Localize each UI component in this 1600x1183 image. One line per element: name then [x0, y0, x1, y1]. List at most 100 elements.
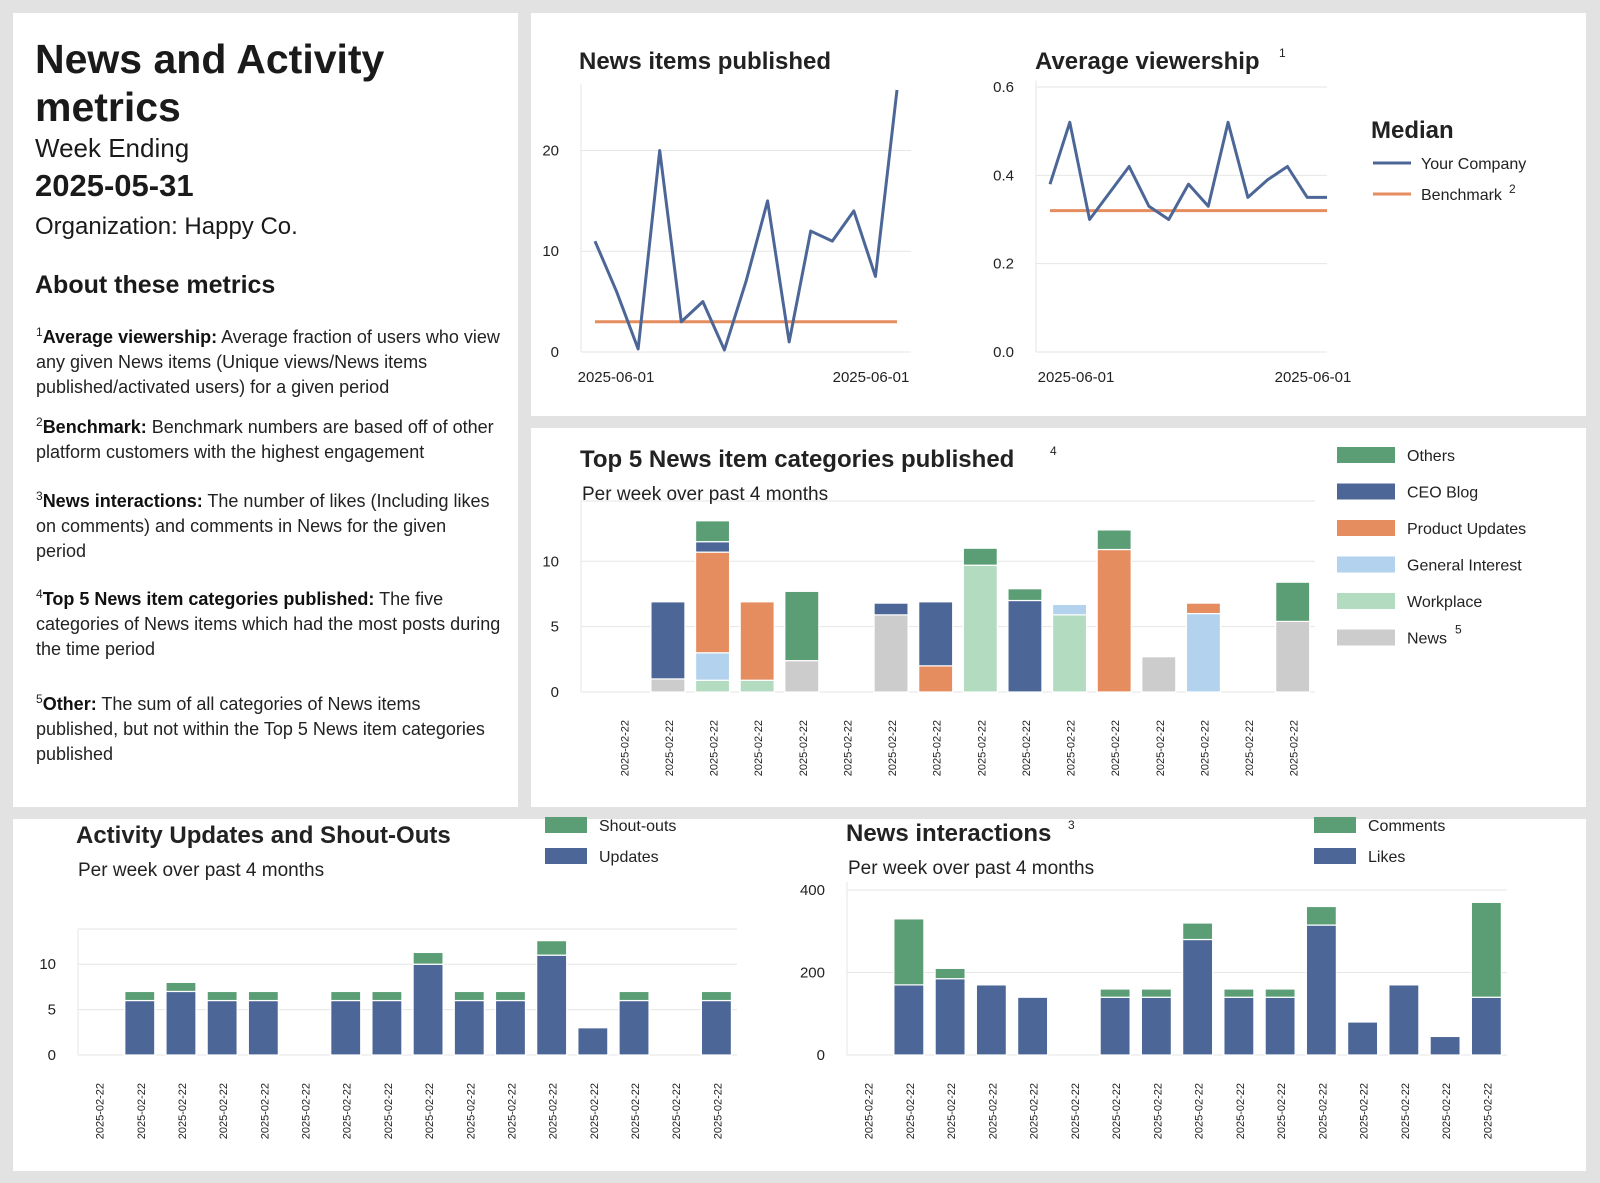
- bar-segment: [536, 954, 568, 1056]
- y-tick-label: 0.6: [993, 79, 1014, 96]
- note-benchmark: 2Benchmark: Benchmark numbers are based …: [36, 410, 501, 465]
- bar-segment: [1096, 529, 1132, 551]
- bar-segment: [1185, 602, 1222, 615]
- x-tick-label: 2025-02-22: [383, 1083, 395, 1139]
- bar-segment: [694, 679, 731, 693]
- note-number: 3: [36, 489, 43, 503]
- week-ending-label: Week Ending: [35, 133, 190, 163]
- bar-segment: [247, 990, 279, 1002]
- x-tick-label: 2025-02-22: [1110, 720, 1122, 776]
- x-tick-label: 2025-02-22: [1070, 1083, 1082, 1139]
- y-tick-label: 10: [542, 553, 559, 570]
- legend-swatch: [545, 817, 587, 833]
- bar-segment: [650, 678, 686, 693]
- chart-title: News items published: [579, 48, 831, 75]
- y-tick-label: 10: [542, 243, 559, 260]
- x-tick-label: 2025-02-22: [864, 1083, 876, 1139]
- x-tick-label: 2025-02-22: [259, 1083, 271, 1139]
- legend-swatch: [1337, 520, 1395, 536]
- x-tick-label: 2025-02-22: [424, 1083, 436, 1139]
- x-tick-label: 2025-06-01: [1275, 369, 1352, 386]
- bar-segment: [700, 999, 733, 1056]
- note-term: News interactions:: [42, 491, 203, 511]
- y-tick-label: 5: [551, 619, 559, 636]
- note-term: Average viewership:: [42, 327, 218, 347]
- bar-segment: [873, 614, 909, 693]
- bar-segment: [934, 978, 966, 1056]
- x-tick-label: 2025-02-22: [987, 1083, 999, 1139]
- note-number: 4: [36, 587, 43, 601]
- bar-segment: [206, 999, 238, 1056]
- x-tick-label: 2025-02-22: [1111, 1083, 1123, 1139]
- bar-segment: [1347, 1021, 1379, 1056]
- legend-label: Workplace: [1407, 594, 1482, 611]
- top5-categories-panel: 0 5 10 2025-02-22 2025-02-22 2025-02-22 2025-0…: [531, 428, 1586, 807]
- organization-label: Organization: Happy Co.: [35, 213, 298, 240]
- y-tick-label: 0: [48, 1047, 56, 1064]
- bar-segment: [694, 520, 731, 543]
- line-charts-svg: 0 10 20 News items published 2025-06-01 2025-…: [542, 46, 1526, 386]
- bar-segment: [694, 652, 731, 681]
- x-tick-label: 2025-02-22: [1155, 720, 1167, 776]
- y-tick-label: 200: [800, 965, 825, 982]
- bar-segment: [1275, 581, 1311, 623]
- bar-segment: [577, 1027, 609, 1056]
- your-company-line: [1048, 120, 1327, 221]
- bar-segment: [784, 590, 820, 662]
- x-tick-label: 2025-02-22: [1317, 1083, 1329, 1139]
- bar-segment: [165, 981, 197, 993]
- x-tick-label: 2025-02-22: [589, 1083, 601, 1139]
- bar-segment: [453, 990, 485, 1002]
- x-tick-label: 2025-02-22: [1235, 1083, 1247, 1139]
- bar-segment: [1096, 548, 1132, 693]
- bar-segment: [893, 918, 925, 986]
- activity-panel: 0 5 10 2025-02-22 2025-02-22 2025-02-22 2025-0…: [13, 817, 1586, 1171]
- x-tick-label: 2025-02-22: [218, 1083, 230, 1139]
- about-heading: About these metrics: [35, 271, 276, 299]
- bar-segment: [124, 999, 156, 1056]
- legend-swatch: [1337, 447, 1395, 463]
- bar-segment: [1007, 588, 1043, 602]
- x-tick-label: 2025-02-22: [1194, 1083, 1206, 1139]
- title-superscript: 1: [1279, 46, 1286, 60]
- info-panel: News and Activity metrics Week Ending 20…: [13, 13, 518, 807]
- bar-segment: [371, 999, 403, 1056]
- x-tick-label: 2025-02-22: [1244, 720, 1256, 776]
- y-tick-label: 0: [551, 684, 559, 701]
- x-tick-label: 2025-02-22: [1152, 1083, 1164, 1139]
- legend-superscript: 2: [1509, 182, 1516, 196]
- x-tick-label: 2025-02-22: [619, 720, 631, 776]
- x-tick-label: 2025-02-22: [905, 1083, 917, 1139]
- x-tick-label: 2025-06-01: [1038, 369, 1115, 386]
- bar-segment: [962, 547, 998, 566]
- chart-title: News interactions: [846, 820, 1051, 847]
- legend-label: General Interest: [1407, 558, 1522, 575]
- bar-segment: [1305, 924, 1337, 1056]
- bar-segment: [206, 990, 238, 1002]
- legend-swatch: [1337, 629, 1395, 646]
- x-tick-label: 2025-02-22: [976, 720, 988, 776]
- bar-segment: [1223, 996, 1255, 1056]
- x-tick-label: 2025-02-22: [177, 1083, 189, 1139]
- legend-label: News: [1407, 631, 1447, 648]
- x-tick-label: 2025-06-01: [578, 369, 655, 386]
- bar-segment: [1140, 996, 1172, 1056]
- x-tick-label: 2025-02-22: [301, 1083, 313, 1139]
- bar-segment: [739, 601, 775, 681]
- week-ending-date: 2025-05-31: [35, 168, 194, 203]
- your-company-line: [593, 89, 899, 352]
- legend-label: Others: [1407, 448, 1455, 465]
- top5-categories-svg: 0 5 10 2025-02-22 2025-02-22 2025-02-22 2025-0…: [542, 444, 1526, 776]
- x-tick-label: 2025-02-22: [506, 1083, 518, 1139]
- bar-segment: [1305, 905, 1337, 926]
- x-tick-label: 2025-02-22: [671, 1083, 683, 1139]
- legend-title: Median: [1371, 117, 1454, 144]
- title-superscript: 4: [1050, 444, 1057, 458]
- page-title: News and Activity metrics: [35, 36, 385, 130]
- bar-segment: [1099, 988, 1131, 998]
- bar-segment: [784, 660, 820, 693]
- legend-swatch: [545, 848, 587, 864]
- x-tick-label: 2025-02-22: [1482, 1083, 1494, 1139]
- legend-label: Your Company: [1421, 156, 1526, 173]
- x-tick-label: 2025-02-22: [712, 1083, 724, 1139]
